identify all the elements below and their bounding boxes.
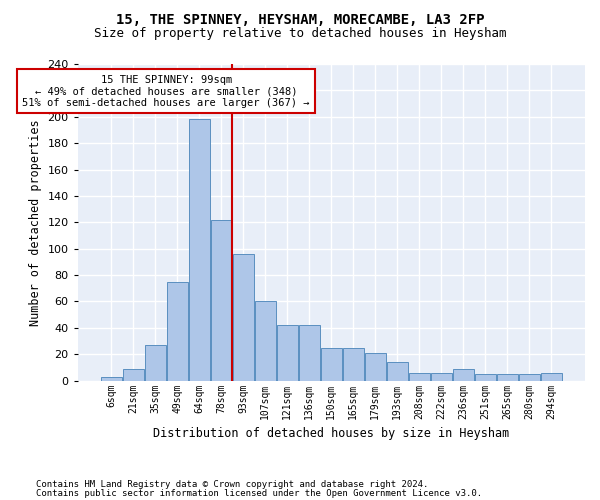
Text: Contains HM Land Registry data © Crown copyright and database right 2024.: Contains HM Land Registry data © Crown c…	[36, 480, 428, 489]
Bar	[541, 372, 562, 380]
Bar	[431, 372, 452, 380]
Bar	[409, 372, 430, 380]
Bar	[101, 376, 122, 380]
Bar	[233, 254, 254, 380]
Bar	[497, 374, 518, 380]
Bar	[122, 369, 143, 380]
X-axis label: Distribution of detached houses by size in Heysham: Distribution of detached houses by size …	[153, 427, 509, 440]
Bar	[189, 120, 209, 380]
Text: Size of property relative to detached houses in Heysham: Size of property relative to detached ho…	[94, 28, 506, 40]
Bar	[277, 325, 298, 380]
Bar	[211, 220, 232, 380]
Bar	[299, 325, 320, 380]
Bar	[145, 345, 166, 380]
Text: Contains public sector information licensed under the Open Government Licence v3: Contains public sector information licen…	[36, 488, 482, 498]
Bar	[365, 353, 386, 380]
Bar	[167, 282, 188, 380]
Bar	[321, 348, 342, 380]
Y-axis label: Number of detached properties: Number of detached properties	[29, 119, 42, 326]
Bar	[453, 369, 474, 380]
Bar	[255, 302, 275, 380]
Text: 15 THE SPINNEY: 99sqm
← 49% of detached houses are smaller (348)
51% of semi-det: 15 THE SPINNEY: 99sqm ← 49% of detached …	[22, 74, 310, 108]
Bar	[387, 362, 408, 380]
Bar	[475, 374, 496, 380]
Bar	[343, 348, 364, 380]
Bar	[519, 374, 540, 380]
Text: 15, THE SPINNEY, HEYSHAM, MORECAMBE, LA3 2FP: 15, THE SPINNEY, HEYSHAM, MORECAMBE, LA3…	[116, 12, 484, 26]
